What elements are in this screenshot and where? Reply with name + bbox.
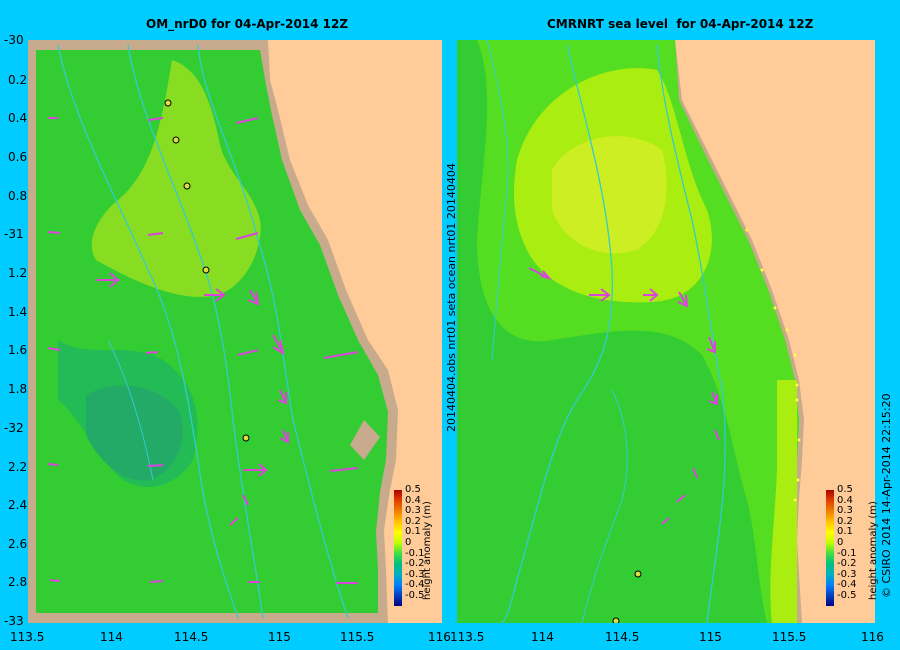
arrow bbox=[661, 517, 670, 525]
island bbox=[350, 420, 380, 460]
arrow bbox=[147, 464, 164, 467]
nearshore-zone bbox=[770, 380, 797, 623]
left-colorbar-label: height anomaly (m) bbox=[422, 501, 433, 600]
arrow bbox=[204, 288, 226, 302]
y-tick-label: 1.4 bbox=[8, 305, 28, 319]
arrow bbox=[242, 494, 249, 506]
y-tick-label: 0.4 bbox=[8, 111, 28, 125]
y-tick-label: 1.6 bbox=[8, 343, 28, 357]
y-tick-label: -30 bbox=[4, 33, 24, 47]
right-map-panel bbox=[457, 40, 875, 623]
y-tick-label: 1.8 bbox=[8, 382, 28, 396]
arrow bbox=[247, 289, 260, 306]
obs-point bbox=[164, 99, 172, 107]
right-colorbar-label: height anomaly (m) bbox=[868, 501, 879, 600]
peak-anomaly-zone bbox=[552, 136, 667, 254]
y-tick-label: 1.2 bbox=[8, 266, 28, 280]
arrow bbox=[49, 579, 61, 582]
y-tick-label: 2.8 bbox=[8, 575, 28, 589]
arrow bbox=[323, 351, 359, 359]
x-tick-label: 114 bbox=[531, 630, 554, 644]
right-panel-side-label: 20140404.obs nrt01 seta ocean nrt01 2014… bbox=[445, 163, 458, 432]
isobath-line bbox=[656, 44, 726, 623]
x-tick-label: 115.5 bbox=[772, 630, 807, 644]
left-map-panel bbox=[28, 40, 442, 623]
arrow bbox=[229, 517, 239, 526]
right-colorbar: 0.5 0.4 0.3 0.2 0.1 0 -0.1 -0.2 -0.3 -0.4 -0.… bbox=[824, 484, 872, 610]
observation-points bbox=[612, 570, 642, 623]
current-arrows bbox=[47, 117, 359, 584]
left-colorbar: 0.5 0.4 0.3 0.2 0.1 0 -0.1 -0.2 -0.3 -0.4 -0.… bbox=[392, 484, 440, 610]
arrow bbox=[677, 291, 689, 308]
x-tick-label: 116 bbox=[861, 630, 884, 644]
arrow bbox=[96, 272, 120, 288]
y-tick-label: -31 bbox=[4, 227, 24, 241]
arrow bbox=[589, 288, 611, 302]
x-tick-label: 113.5 bbox=[450, 630, 485, 644]
arrow bbox=[145, 351, 159, 354]
arrow bbox=[692, 467, 698, 479]
obs-point bbox=[172, 136, 180, 144]
isobath-line bbox=[486, 40, 509, 361]
arrow bbox=[272, 334, 285, 356]
nearshore-obs-points bbox=[745, 228, 801, 502]
isobath-line bbox=[107, 339, 154, 481]
arrow bbox=[147, 232, 164, 236]
x-tick-label: 115.5 bbox=[340, 630, 375, 644]
arrow bbox=[528, 267, 552, 280]
left-panel-title: OM_nrD0 for 04-Apr-2014 12Z bbox=[146, 17, 349, 31]
obs-point bbox=[202, 266, 210, 274]
x-tick-label: 114.5 bbox=[174, 630, 209, 644]
observation-points bbox=[164, 99, 250, 442]
colorbar-gradient bbox=[826, 490, 834, 606]
colorbar-gradient bbox=[394, 490, 402, 606]
arrow bbox=[329, 467, 359, 472]
arrow bbox=[235, 232, 259, 240]
y-tick-label: 0.6 bbox=[8, 150, 28, 164]
arrow bbox=[47, 347, 61, 351]
arrow bbox=[706, 336, 716, 354]
arrow bbox=[235, 117, 259, 124]
isobath-line bbox=[197, 44, 349, 619]
y-tick-label: 2.2 bbox=[8, 460, 28, 474]
obs-point bbox=[634, 570, 642, 578]
isobath-line bbox=[127, 44, 264, 619]
y-tick-label: 0.8 bbox=[8, 189, 28, 203]
arrow bbox=[237, 349, 259, 356]
y-tick-label: 2.4 bbox=[8, 498, 28, 512]
y-tick-label: 2.6 bbox=[8, 537, 28, 551]
isobath-line bbox=[57, 44, 239, 619]
obs-point bbox=[183, 182, 191, 190]
isobath-line bbox=[581, 389, 628, 623]
colorbar-ticks: 0.5 0.4 0.3 0.2 0.1 0 -0.1 -0.2 -0.3 -0.4 -0.… bbox=[405, 484, 425, 601]
isobath-line bbox=[501, 44, 613, 623]
arrow bbox=[643, 288, 659, 302]
arrow bbox=[277, 389, 287, 405]
x-tick-label: 114.5 bbox=[605, 630, 640, 644]
right-panel-title: CMRNRT sea level for 04-Apr-2014 12Z bbox=[547, 17, 814, 31]
colorbar-ticks: 0.5 0.4 0.3 0.2 0.1 0 -0.1 -0.2 -0.3 -0.4 -0.… bbox=[837, 484, 857, 601]
y-tick-label: -33 bbox=[4, 614, 24, 628]
arrow bbox=[47, 231, 61, 234]
credit-text: © CSIRO 2014 14-Apr-2014 22:15:20 bbox=[880, 393, 893, 598]
x-tick-label: 116 bbox=[428, 630, 451, 644]
arrow bbox=[279, 429, 289, 444]
x-tick-label: 113.5 bbox=[10, 630, 45, 644]
arrow bbox=[243, 463, 268, 477]
arrow bbox=[47, 463, 59, 466]
x-tick-label: 115 bbox=[699, 630, 722, 644]
arrow bbox=[149, 580, 164, 583]
arrow bbox=[708, 391, 718, 406]
arrow bbox=[676, 494, 686, 503]
y-tick-label: -32 bbox=[4, 421, 24, 435]
obs-point bbox=[612, 617, 620, 623]
x-tick-label: 115 bbox=[268, 630, 291, 644]
obs-point bbox=[242, 434, 250, 442]
current-arrows bbox=[528, 267, 720, 525]
y-tick-label: 0.2 bbox=[8, 73, 28, 87]
arrow bbox=[714, 429, 720, 441]
x-tick-label: 114 bbox=[100, 630, 123, 644]
low-anomaly-zone bbox=[86, 385, 183, 481]
arrow bbox=[147, 117, 164, 121]
